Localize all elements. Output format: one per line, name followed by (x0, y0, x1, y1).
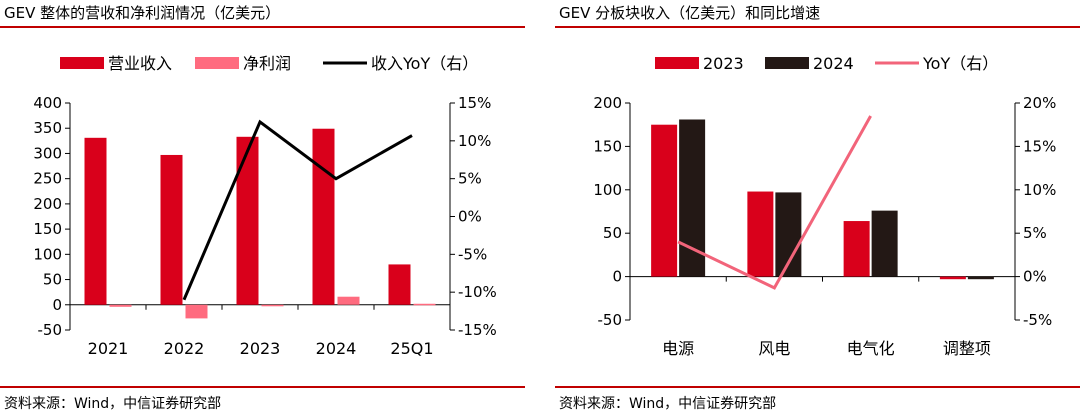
legend-label: 净利润 (243, 54, 291, 73)
y2-tick-label: 5% (458, 170, 482, 188)
source-note: 资料来源：Wind，中信证券研究部 (559, 396, 777, 412)
x-tick-label: 风电 (758, 339, 790, 358)
legend-label: 收入YoY（右） (371, 54, 478, 73)
y-tick-label: 0 (52, 296, 62, 314)
x-tick-label: 电源 (662, 339, 694, 358)
x-tick-label: 2022 (164, 339, 205, 358)
source-rule (0, 386, 525, 388)
title-rule (0, 26, 525, 28)
y-tick-label: 350 (33, 119, 62, 137)
y-tick-label: 50 (43, 271, 62, 289)
y-tick-label: 0 (612, 268, 622, 286)
bar-2024-电源 (679, 119, 706, 277)
y-tick-label: 150 (33, 220, 62, 238)
legend-label: YoY（右） (922, 54, 998, 73)
x-tick-label: 2021 (88, 339, 129, 358)
bar-净利润-2021 (109, 304, 132, 307)
y2-tick-label: -5% (458, 245, 487, 263)
chart-panel-revenue-profit: GEV 整体的营收和净利润情况（亿美元） 营业收入 净利润 收入YoY（右） 400 3… (0, 0, 525, 413)
bar-2023-电气化 (843, 221, 870, 277)
bar-净利润-2022 (185, 304, 208, 319)
legend-swatch-0 (655, 57, 699, 69)
bar-营业收入-2024 (312, 128, 335, 305)
y-tick-label: 150 (593, 137, 622, 155)
y-tick-label: -50 (598, 311, 623, 329)
chart-revenue-profit: 营业收入 净利润 收入YoY（右） 400 350 300 250 200 150 100 50 0 -… (33, 54, 497, 358)
x-tick-label: 2024 (316, 339, 357, 358)
x-tick-label: 电气化 (847, 339, 895, 358)
series-line-YoY（右） (677, 115, 872, 290)
bar-2024-调整项 (967, 276, 994, 280)
y-tick-label: 100 (33, 245, 62, 263)
bar-2023-电源 (651, 124, 678, 277)
y-tick-label: 250 (33, 170, 62, 188)
y-tick-label: -50 (38, 321, 63, 339)
bar-净利润-2023 (261, 304, 284, 307)
source-note: 资料来源：Wind，中信证券研究部 (4, 396, 222, 412)
chart-title: GEV 整体的营收和净利润情况（亿美元） (4, 4, 281, 22)
y2-tick-label: 20% (1023, 94, 1056, 112)
bar-营业收入-25Q1 (388, 264, 411, 305)
y-tick-label: 200 (33, 195, 62, 213)
bar-2023-调整项 (939, 276, 966, 280)
source-rule (555, 386, 1080, 388)
y2-tick-label: 15% (458, 94, 491, 112)
y-tick-label: 50 (603, 224, 622, 242)
chart-title: GEV 分板块收入（亿美元）和同比增速 (559, 4, 821, 22)
y-tick-label: 200 (593, 94, 622, 112)
y2-tick-label: -10% (458, 283, 497, 301)
bar-净利润-2024 (337, 296, 360, 305)
y2-tick-label: 5% (1023, 224, 1047, 242)
y-tick-label: 300 (33, 144, 62, 162)
y2-tick-label: 10% (458, 132, 491, 150)
bar-净利润-25Q1 (413, 303, 436, 306)
bar-营业收入-2023 (236, 136, 259, 305)
x-tick-label: 调整项 (943, 339, 991, 358)
series-line-收入YoY（右） (182, 119, 413, 301)
legend-swatch-0 (60, 57, 104, 69)
title-rule (555, 26, 1080, 28)
legend-label: 2023 (703, 54, 744, 73)
legend-label: 2024 (813, 54, 854, 73)
y2-tick-label: -5% (1023, 311, 1052, 329)
y2-tick-label: 0% (458, 208, 482, 226)
y2-tick-label: -15% (458, 321, 497, 339)
bar-2024-电气化 (871, 210, 898, 277)
legend-label: 营业收入 (108, 54, 172, 73)
chart-panel-segment-revenue: GEV 分板块收入（亿美元）和同比增速 2023 2024 YoY（右） 200 150… (555, 0, 1080, 413)
chart-segment-revenue: 2023 2024 YoY（右） 200 150 100 50 0 -50 20% 15% 10% 5%… (593, 54, 1056, 358)
x-tick-label: 2023 (240, 339, 281, 358)
bar-营业收入-2022 (160, 154, 183, 305)
y2-tick-label: 15% (1023, 137, 1056, 155)
y2-tick-label: 0% (1023, 268, 1047, 286)
y2-tick-label: 10% (1023, 181, 1056, 199)
legend-swatch-1 (765, 57, 809, 69)
y-tick-label: 400 (33, 94, 62, 112)
y-tick-label: 100 (593, 181, 622, 199)
bar-2023-风电 (747, 191, 774, 277)
legend-swatch-1 (195, 57, 239, 69)
x-tick-label: 25Q1 (390, 339, 433, 358)
bar-营业收入-2021 (84, 137, 107, 305)
